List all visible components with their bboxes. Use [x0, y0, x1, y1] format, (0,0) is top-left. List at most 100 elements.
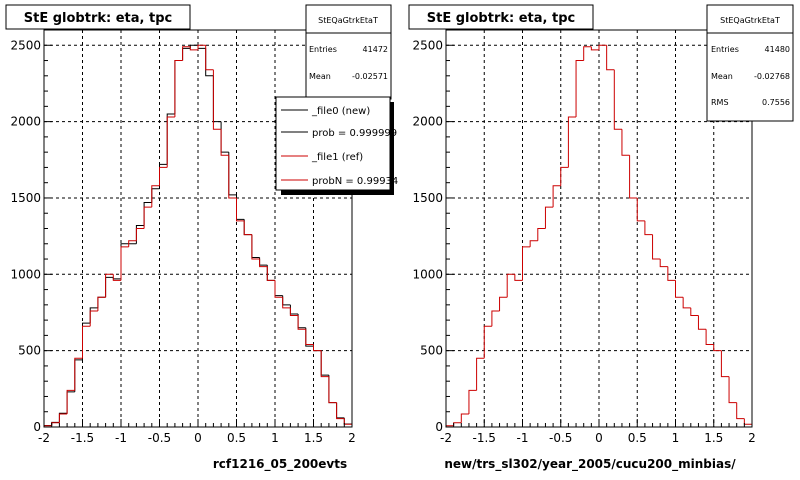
panel-2-stats-rms-label: RMS — [711, 98, 729, 107]
histogram-bin — [58, 412, 68, 423]
histogram-bin — [506, 273, 515, 298]
histogram-bin — [112, 274, 121, 281]
x-tick-label: -2 — [38, 431, 50, 445]
y-tick-label: 0 — [33, 420, 41, 434]
histogram-bin — [151, 185, 160, 208]
histogram-bin — [197, 44, 206, 50]
histogram-bin — [460, 413, 469, 423]
histogram-bin — [74, 359, 83, 392]
histogram-bin — [675, 280, 684, 298]
x-tick-label: 0 — [194, 431, 202, 445]
histogram-bin — [560, 166, 569, 186]
panel-2: -2 -1.5 -1 -0.5 0 0.5 1 1.5 2 0 500 1000 1500 2000 250… — [408, 4, 794, 472]
y-tick-label: 500 — [420, 344, 443, 358]
histogram-bin — [112, 277, 121, 280]
histogram-bin — [468, 389, 477, 415]
histogram-bin — [189, 44, 198, 49]
legend-label: probN = 0.99934 — [312, 176, 398, 187]
histogram-bin — [66, 391, 75, 414]
histogram-bin — [552, 185, 561, 208]
legend-item: _file1 (ref) — [281, 152, 363, 163]
panel-2-plot: -2 -1.5 -1 -0.5 0 0.5 1 1.5 2 0 500 1000 1500 2000 250… — [412, 29, 756, 445]
histogram-bin — [174, 60, 183, 114]
histogram-bin — [336, 402, 345, 420]
histogram-bin — [143, 206, 152, 229]
x-tick-label: -0.5 — [148, 431, 171, 445]
panel-1-stats-name: StEQaGtrkEtaT — [318, 16, 378, 25]
histogram-bin — [289, 307, 299, 317]
histogram-bin — [251, 234, 260, 260]
panel-2-stats-rms-value: 0.7556 — [762, 98, 790, 107]
legend-label: _file1 (ref) — [311, 152, 363, 163]
histogram-bin — [690, 307, 699, 317]
panel-2-stats-box: StEQaGtrkEtaT Entries 41480 Mean -0.0276… — [706, 4, 794, 122]
histogram-bin — [51, 422, 60, 426]
y-tick-label: 2500 — [10, 38, 41, 52]
histogram-bin — [705, 329, 714, 346]
histogram-bin — [590, 46, 599, 51]
x-tick-label: -0.5 — [549, 431, 572, 445]
histogram-bin — [297, 314, 306, 329]
histogram-bin — [713, 344, 722, 352]
x-tick-label: 2 — [348, 431, 356, 445]
histogram-bin — [282, 295, 291, 306]
histogram-bin — [522, 246, 531, 281]
histogram-bin — [236, 194, 245, 220]
histogram-bin — [205, 48, 214, 77]
histogram-bin — [159, 166, 168, 186]
histogram-bin — [266, 266, 275, 281]
histogram-bin — [89, 307, 98, 324]
histogram-bin — [606, 45, 615, 71]
histogram-bin — [328, 376, 337, 404]
histogram-bin — [266, 265, 275, 281]
histogram-bin — [621, 129, 630, 156]
legend-label: prob = 0.999999 — [312, 128, 397, 139]
histogram-bin — [476, 357, 485, 391]
histogram-bin — [297, 315, 306, 330]
histogram-bin — [529, 240, 538, 247]
histogram-bin — [499, 296, 508, 311]
histogram-bin — [697, 315, 707, 330]
histogram-bin — [743, 418, 752, 425]
histogram-bin — [251, 234, 260, 259]
histogram-bin — [97, 296, 106, 308]
y-tick-label: 2000 — [10, 115, 41, 129]
histogram-bin — [128, 240, 137, 247]
histogram-bin — [220, 129, 229, 156]
histogram-bin — [313, 346, 322, 352]
histogram-bin — [182, 46, 191, 61]
panel-1-stats-mean-value: -0.02571 — [352, 72, 388, 81]
histogram-bin — [166, 116, 175, 168]
histogram-bin — [220, 121, 229, 153]
histogram-bin — [544, 206, 554, 229]
histogram-bin — [537, 228, 546, 241]
histogram-bin — [636, 197, 645, 222]
histogram-bin — [343, 417, 352, 425]
histogram-bin — [483, 325, 492, 359]
legend-item: prob = 0.999999 — [281, 128, 397, 139]
histogram-bin — [205, 45, 214, 71]
histogram-bin — [151, 188, 160, 203]
x-tick-label: 2 — [748, 431, 756, 445]
histogram-bin — [313, 344, 322, 352]
y-tick-label: 500 — [18, 344, 41, 358]
histogram-bin — [82, 325, 91, 359]
histogram-bin — [274, 280, 283, 297]
histogram-bin — [236, 197, 245, 222]
x-tick-label: -1.5 — [473, 431, 496, 445]
panel-1-legend: _file0 (new) prob = 0.999999 _file1 (ref… — [275, 96, 398, 195]
x-tick-label: -1 — [115, 431, 127, 445]
histogram-bin — [74, 357, 83, 391]
x-tick-label: 1 — [271, 431, 279, 445]
x-tick-label: 0 — [595, 431, 603, 445]
histogram-bin — [274, 280, 283, 298]
histogram-bin — [514, 274, 523, 281]
histogram-bin — [682, 297, 691, 309]
histogram-bin — [282, 297, 291, 309]
y-tick-label: 1000 — [412, 267, 443, 281]
x-tick-label: 1.5 — [704, 431, 723, 445]
histogram-bin — [320, 350, 329, 378]
histogram-bin — [135, 228, 145, 241]
histogram-bin — [720, 350, 730, 378]
histogram-bin — [629, 155, 638, 199]
